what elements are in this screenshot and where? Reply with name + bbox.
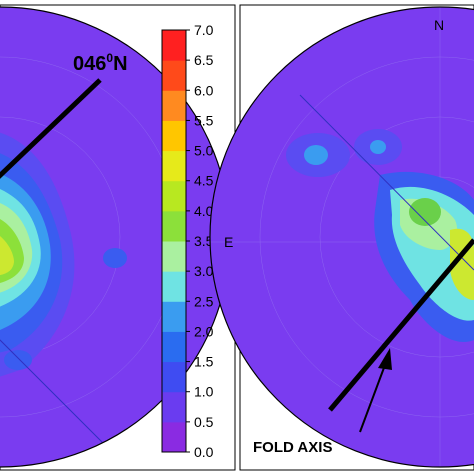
left-stereonet: 0460N [0, 4, 236, 471]
colorbar-tick-label: 0.5 [194, 414, 214, 430]
colorbar-ticks: 7.0 6.5 6.0 5.5 5.0 4.5 4.0 3.5 3.0 2.5 2.0 1.5 1.0 0… [186, 22, 214, 460]
colorbar-band [162, 421, 186, 453]
colorbar-tick-label: 6.5 [194, 52, 214, 68]
colorbar-tick-label: 6.0 [194, 82, 214, 98]
colorbar-tick-label: 4.0 [194, 203, 214, 219]
colorbar-band [162, 60, 186, 91]
colorbar-band [162, 241, 186, 272]
colorbar-tick-label: 5.0 [194, 143, 214, 159]
colorbar-band [162, 180, 186, 212]
color-scale-legend: 7.0 6.5 6.0 5.5 5.0 4.5 4.0 3.5 3.0 2.5 2.0 1.5 1.0 0… [161, 22, 214, 460]
colorbar-band [162, 150, 186, 182]
east-west-label: E [224, 234, 233, 250]
colorbar-band [162, 120, 186, 152]
fold-axis-line [328, 238, 474, 412]
colorbar-band [162, 391, 186, 423]
colorbar-tick-label: 3.0 [194, 263, 214, 279]
left-bearing-line [0, 78, 102, 179]
colorbar-band [162, 271, 186, 302]
colorbar-band [162, 210, 186, 242]
colorbar-tick-label: 0.0 [194, 444, 214, 460]
right-stereonet: N E FOLD AXIS [209, 4, 474, 471]
colorbar-band [162, 301, 186, 332]
colorbar-tick-label: 2.0 [194, 323, 214, 339]
colorbar-tick-label: 1.0 [194, 384, 214, 400]
colorbar-tick-label: 7.0 [194, 22, 214, 38]
right-density-contours [286, 129, 474, 342]
bearing-label: 0460N [73, 51, 128, 75]
colorbar-tick-label: 3.5 [194, 233, 214, 249]
colorbar-band [162, 331, 186, 363]
fold-axis-arrow [359, 348, 392, 433]
colorbar-band [162, 90, 186, 121]
right-great-circle [299, 94, 474, 271]
colorbar-band [162, 361, 186, 393]
colorbar-tick-label: 2.5 [194, 293, 214, 309]
left-density-contours [0, 130, 127, 380]
north-label: N [434, 17, 444, 33]
colorbar-tick-label: 4.5 [194, 173, 214, 189]
colorbar-bands [162, 30, 186, 453]
colorbar-tick-label: 5.5 [194, 112, 214, 128]
colorbar-band [162, 30, 186, 61]
fold-axis-label: FOLD AXIS [253, 439, 332, 456]
colorbar-tick-label: 1.5 [194, 354, 214, 370]
